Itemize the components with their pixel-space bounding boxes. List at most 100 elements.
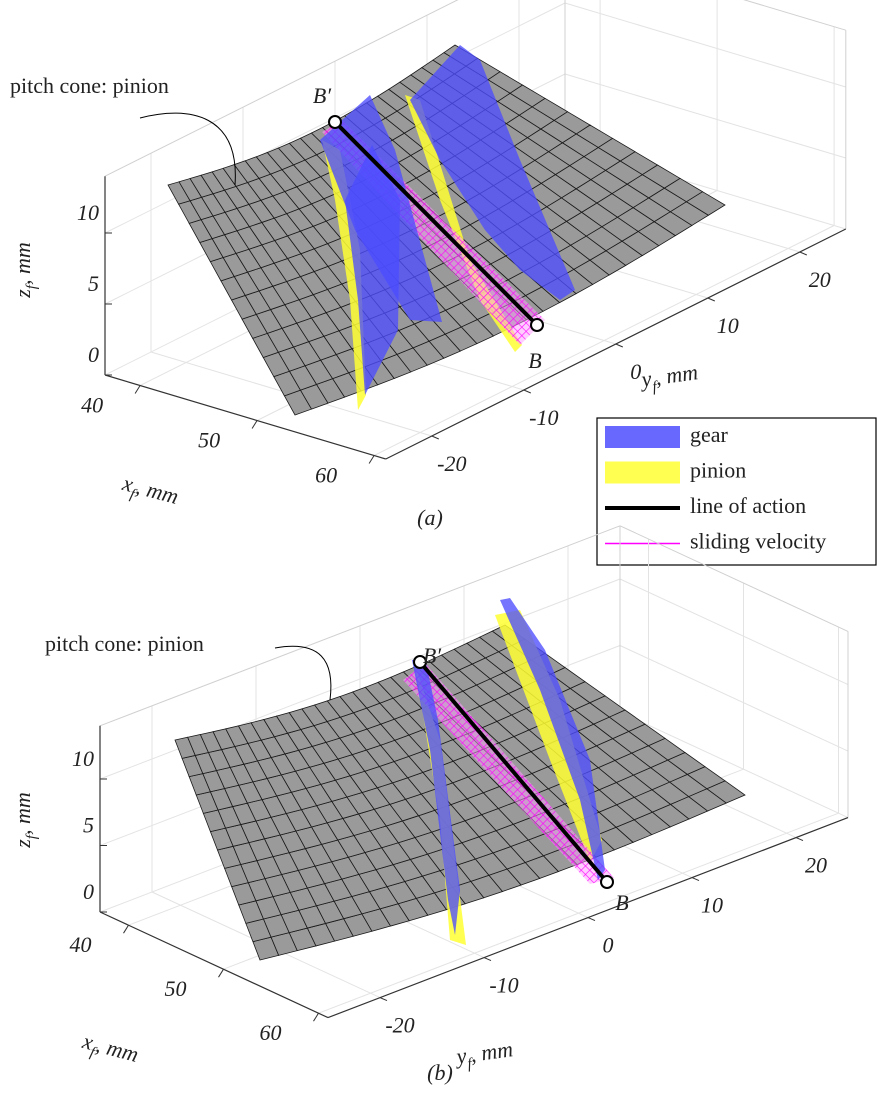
y-tick [795, 837, 804, 842]
y-tick [799, 251, 807, 256]
gear-flank [500, 598, 605, 880]
x-tick [368, 455, 375, 464]
box-edge [619, 525, 849, 632]
y-tick-label: 20 [805, 853, 827, 878]
y-tick-label: -20 [385, 1013, 414, 1038]
grid-line [619, 645, 849, 752]
grid-line [619, 711, 849, 819]
y-tick-label: -20 [437, 451, 466, 476]
zlabel-subscript: f [24, 833, 40, 839]
y-tick [523, 389, 531, 394]
x-tick-label: 50 [198, 428, 220, 453]
y-tick-label: -10 [529, 405, 558, 430]
contact-point [328, 115, 342, 129]
box-edge [104, 0, 459, 177]
y-tick [483, 957, 492, 962]
x-tick [218, 968, 224, 978]
xlabel-label: xf, mm [78, 1028, 142, 1072]
annotation: pitch cone: pinion [10, 73, 169, 98]
pinion-flank [322, 140, 366, 410]
z-tick-label: 10 [72, 746, 94, 771]
xlabel-subscript: f [128, 487, 138, 504]
pinion-flank [495, 610, 602, 862]
zlabel-subscript: f [24, 283, 40, 289]
x-axis [99, 911, 329, 1019]
y-tick [691, 877, 700, 882]
xlabel-label: xf, mm [118, 470, 182, 514]
z-tick-label: 10 [77, 200, 99, 225]
pinion-flank [405, 95, 522, 352]
contact-point [413, 655, 427, 669]
x-tick-label: 50 [165, 976, 187, 1001]
annotation: pitch cone: pinion [45, 631, 204, 656]
point-label: B [615, 890, 628, 915]
annotation-leader [139, 112, 236, 186]
y-tick-label: 10 [717, 313, 739, 338]
y-tick [615, 343, 623, 348]
zlabel-unit: , mm [10, 792, 35, 835]
legend: gear pinion line of action sliding velocity [596, 417, 877, 566]
grid-line [373, 225, 835, 456]
x-tick [251, 420, 258, 429]
legend-swatch [605, 426, 680, 448]
gear-flank [345, 145, 400, 395]
y-tick [379, 997, 388, 1002]
grid-line [619, 578, 849, 686]
z-tick-label: 0 [83, 879, 94, 904]
y-tick-label: 0 [603, 933, 614, 958]
gear-flank [410, 45, 575, 300]
xlabel-unit: , mm [93, 1032, 141, 1067]
ylabel-symbol: y [638, 366, 653, 392]
legend-label: pinion [690, 458, 746, 483]
ylabel-label: yf, mm [453, 1036, 515, 1074]
annotation-leader [274, 645, 332, 701]
z-tick-label: 5 [88, 271, 99, 296]
caption: (a) [417, 505, 443, 530]
x-tick-label: 60 [315, 463, 337, 488]
x-tick [123, 924, 129, 934]
legend-swatch [605, 461, 680, 484]
z-tick-label: 5 [83, 813, 94, 838]
legend-label: line of action [690, 493, 806, 518]
grid-line [564, 73, 846, 159]
legend-label: gear [690, 422, 729, 447]
y-tick-label: 0 [630, 359, 641, 384]
legend-label: sliding velocity [690, 529, 826, 554]
xlabel-unit: , mm [133, 474, 181, 509]
zlabel-label: zf, mm [10, 242, 40, 299]
y-tick-label: 10 [701, 893, 723, 918]
point-label: B′ [313, 83, 332, 108]
ylabel-subscript: f [652, 379, 660, 396]
x-tick-label: 60 [260, 1020, 282, 1045]
ylabel-label: yf, mm [638, 359, 700, 397]
x-tick-label: 40 [81, 393, 103, 418]
line-of-action [418, 660, 609, 884]
zlabel-symbol: z [10, 289, 35, 299]
ylabel-unit: , mm [654, 359, 700, 390]
ylabel-subscript: f [467, 1056, 475, 1073]
zlabel-unit: , mm [10, 242, 35, 285]
ylabel-symbol: y [453, 1043, 468, 1069]
point-label: B [528, 348, 541, 373]
gear-flank [412, 658, 460, 935]
caption: (b) [427, 1060, 453, 1085]
y-tick-label: -10 [489, 973, 518, 998]
contact-point [530, 318, 544, 332]
zlabel-label: zf, mm [10, 792, 40, 849]
x-tick [134, 385, 141, 394]
box-edge [743, 0, 846, 31]
grid-line [318, 812, 839, 1014]
point-label: B′ [423, 643, 442, 668]
box-edge [99, 525, 621, 727]
z-tick-label: 0 [88, 342, 99, 367]
x-axis [104, 374, 386, 460]
xlabel-subscript: f [88, 1045, 98, 1062]
contact-point [600, 875, 614, 889]
x-tick-label: 40 [70, 932, 92, 957]
line-of-action [333, 120, 539, 327]
zlabel-symbol: z [10, 839, 35, 849]
y-tick [431, 435, 439, 440]
x-tick [313, 1012, 319, 1022]
y-tick [707, 297, 715, 302]
